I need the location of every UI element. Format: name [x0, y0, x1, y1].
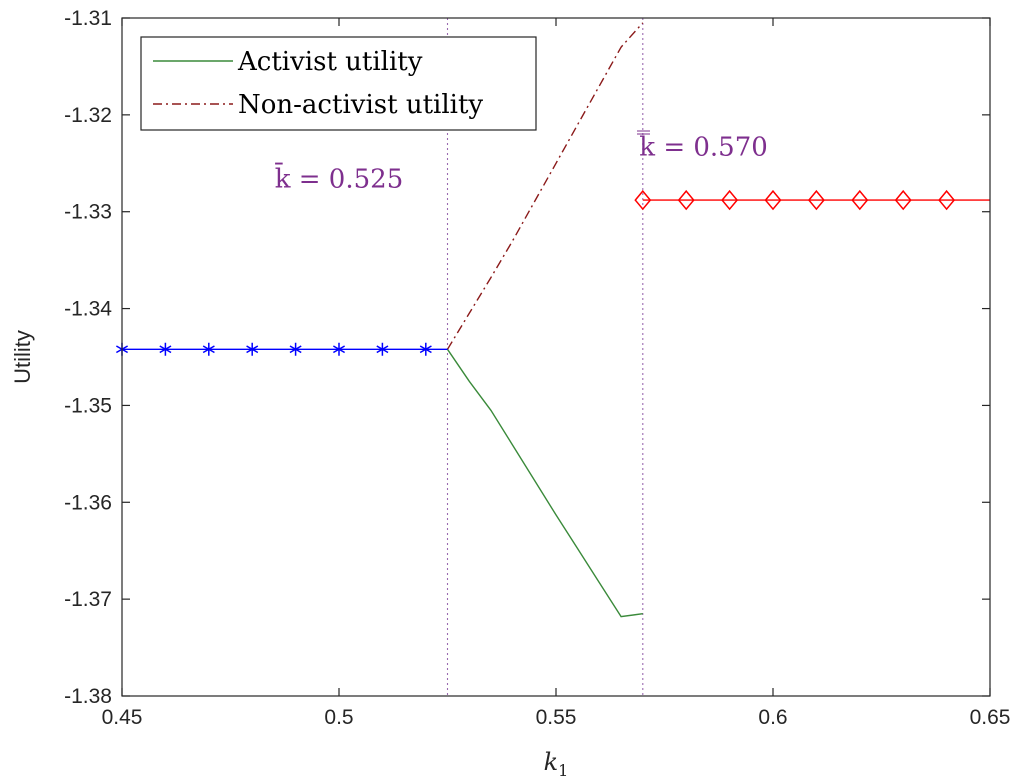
data-point-diamond [894, 189, 912, 211]
y-tick-label: -1.32 [64, 104, 112, 127]
y-axis-ticks: -1.38 -1.37 -1.36 -1.35 -1.34 -1.33 -1.32 -1.31 [64, 7, 990, 708]
y-tick-label: -1.33 [64, 201, 112, 224]
data-point-asterisk [419, 342, 432, 356]
legend-box [140, 36, 537, 131]
series-line [446, 348, 643, 618]
series-layer [122, 22, 990, 618]
y-tick-label: -1.36 [64, 491, 112, 514]
data-point-asterisk [202, 342, 215, 356]
x-tick-label: 0.45 [102, 706, 143, 729]
y-tick-label: -1.35 [64, 394, 112, 417]
series-line [446, 22, 644, 350]
data-point-asterisk [376, 342, 389, 356]
data-point-asterisk [289, 342, 302, 356]
legend: Activist utility Non-activist utility [140, 36, 537, 131]
y-axis-title: Utility [10, 330, 35, 384]
data-point-diamond [938, 189, 956, 211]
data-point-diamond [721, 189, 739, 211]
data-point-diamond [677, 189, 695, 211]
threshold-annotation: k̿ = 0.570 [637, 130, 768, 163]
y-tick-label: -1.34 [64, 298, 112, 321]
data-point-diamond [764, 189, 782, 211]
x-axis-ticks: 0.45 0.5 0.55 0.6 0.65 [102, 18, 1011, 729]
data-point-asterisk [159, 342, 172, 356]
x-axis-title-subscript: 1 [558, 761, 568, 780]
markers-layer [115, 189, 956, 356]
x-tick-label: 0.5 [324, 706, 353, 729]
data-point-asterisk [332, 342, 346, 356]
x-tick-label: 0.6 [758, 706, 787, 729]
x-tick-label: 0.65 [970, 706, 1011, 729]
data-point-diamond [807, 189, 825, 211]
x-axis-title: k1 [544, 748, 569, 780]
x-axis-title-main: k [544, 748, 559, 776]
y-tick-label: -1.38 [64, 685, 112, 708]
data-point-diamond [851, 189, 869, 211]
legend-label-non-activist: Non-activist utility [238, 90, 483, 120]
data-point-asterisk [246, 342, 259, 356]
legend-label-activist: Activist utility [237, 47, 423, 77]
x-tick-label: 0.55 [536, 706, 577, 729]
data-point-diamond [634, 189, 652, 211]
y-tick-label: -1.37 [64, 588, 112, 611]
threshold-annotation: k̄ = 0.525 [274, 162, 403, 195]
annotations: k̄ = 0.525 k̿ = 0.570 [274, 130, 767, 195]
threshold-lines [446, 18, 644, 696]
y-tick-label: -1.31 [64, 7, 112, 30]
plot-area [122, 18, 990, 696]
